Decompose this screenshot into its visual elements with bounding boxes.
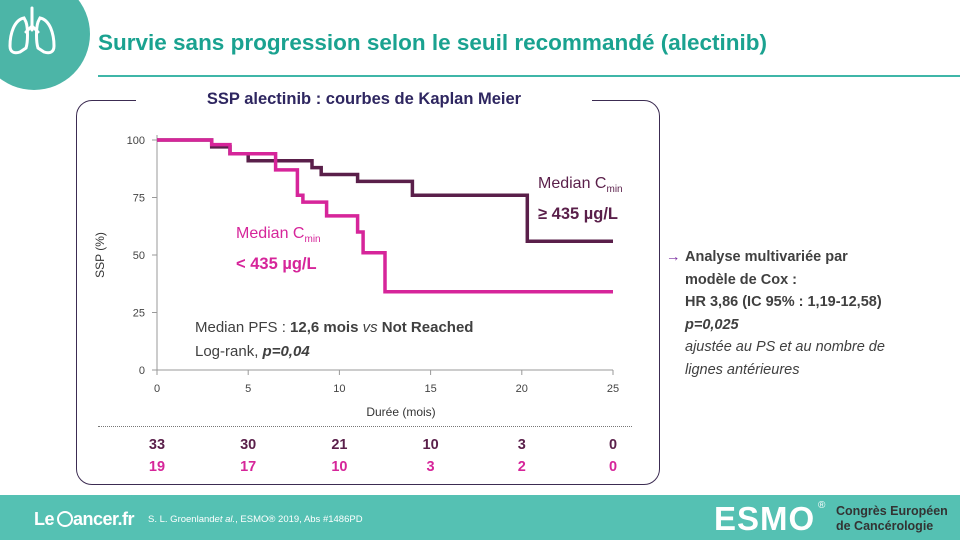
congress-line-1: Congrès Européen xyxy=(836,504,948,518)
cox-line-1: Analyse multivariée par xyxy=(685,249,848,265)
pfs-vs: vs xyxy=(362,319,378,336)
arrow-right-icon: → xyxy=(666,249,681,265)
y-axis-label: SSP (%) xyxy=(93,232,107,278)
km-curve-high xyxy=(157,138,613,243)
km-curve-low xyxy=(157,138,613,294)
logo-c-mark xyxy=(57,511,74,527)
footer-bar xyxy=(0,495,960,540)
y-tick-label: 25 xyxy=(133,308,145,320)
at-risk-low-cell: 0 xyxy=(608,459,618,475)
x-axis-label: Durée (mois) xyxy=(366,405,435,419)
at-risk-divider xyxy=(98,426,632,427)
at-risk-low-cell: 17 xyxy=(240,459,257,475)
page-title: Survie sans progression selon le seuil r… xyxy=(98,30,767,55)
label-high-value: ≥ 435 µg/L xyxy=(538,205,619,224)
pfs-value: 12,6 mois xyxy=(290,319,359,336)
at-risk-high-cell: 30 xyxy=(240,437,257,453)
y-tick-label: 100 xyxy=(127,135,145,147)
citation-source: , ESMO® 2019, Abs #1486PD xyxy=(235,514,363,525)
x-tick-label: 20 xyxy=(516,383,528,395)
at-risk-high-cell: 21 xyxy=(331,437,348,453)
le-cancer-logo: Le ancer.fr xyxy=(34,509,135,530)
cox-line-6: lignes antérieures xyxy=(685,361,800,378)
y-tick-label: 0 xyxy=(139,365,145,377)
lungs-icon xyxy=(8,6,56,55)
x-tick-label: 25 xyxy=(607,383,619,395)
pfs-prefix: Median PFS : xyxy=(195,319,291,336)
y-tick-label: 75 xyxy=(133,193,145,205)
esmo-logo: ESMO xyxy=(714,500,816,537)
panel-title: SSP alectinib : courbes de Kaplan Meier xyxy=(206,90,522,108)
at-risk-high-cell: 33 xyxy=(148,437,166,453)
x-tick-label: 15 xyxy=(424,383,436,395)
x-tick-label: 0 xyxy=(154,383,160,395)
cox-analysis-note: → Analyse multivariée par modèle de Cox … xyxy=(666,246,956,381)
at-risk-low-cell: 3 xyxy=(426,459,435,475)
y-tick-label: 50 xyxy=(133,250,145,262)
logrank-value: p=0,04 xyxy=(262,343,310,360)
title-divider xyxy=(98,75,960,77)
pfs-other: Not Reached xyxy=(381,319,474,336)
label-high-group: Median Cmin ≥ 435 µg/L xyxy=(538,172,623,227)
at-risk-high-cell: 3 xyxy=(517,437,526,453)
at-risk-high-cell: 0 xyxy=(608,437,618,453)
at-risk-high-cell: 10 xyxy=(422,437,439,453)
at-risk-low-cell: 2 xyxy=(517,459,526,475)
label-low-value: < 435 µg/L xyxy=(236,255,317,274)
citation-etal: et al. xyxy=(214,514,236,525)
at-risk-low-cell: 19 xyxy=(148,459,166,475)
congress-line-2: de Cancérologie xyxy=(836,518,934,533)
esmo-registered-mark: ® xyxy=(818,500,826,511)
cox-line-2: modèle de Cox : xyxy=(685,271,797,288)
lung-logo-badge xyxy=(0,0,90,90)
x-tick-label: 5 xyxy=(245,383,251,395)
median-pfs-annotation: Median PFS : 12,6 mois vs Not Reached Lo… xyxy=(195,316,473,364)
logo-text-b: ancer.fr xyxy=(73,509,135,529)
congress-name: Congrès Européen de Cancérologie xyxy=(836,504,948,533)
at-risk-low-cell: 10 xyxy=(331,459,348,475)
citation: S. L. Groenlandet al., ESMO® 2019, Abs #… xyxy=(148,514,363,525)
label-low-sub: min xyxy=(304,234,321,246)
label-low-prefix: Median C xyxy=(236,225,305,242)
citation-author: S. L. Groenland xyxy=(148,514,215,525)
cox-line-5: ajustée au PS et au nombre de xyxy=(685,339,885,355)
x-tick-label: 10 xyxy=(333,383,345,395)
logo-text-a: Le xyxy=(34,509,55,529)
label-high-sub: min xyxy=(606,184,623,196)
label-high-prefix: Median C xyxy=(538,175,607,192)
logrank-prefix: Log-rank, xyxy=(195,343,263,360)
cox-line-3: HR 3,86 (IC 95% : 1,19-12,58) xyxy=(685,294,882,310)
cox-pvalue: p=0,025 xyxy=(685,316,739,333)
label-low-group: Median Cmin < 435 µg/L xyxy=(236,222,321,277)
